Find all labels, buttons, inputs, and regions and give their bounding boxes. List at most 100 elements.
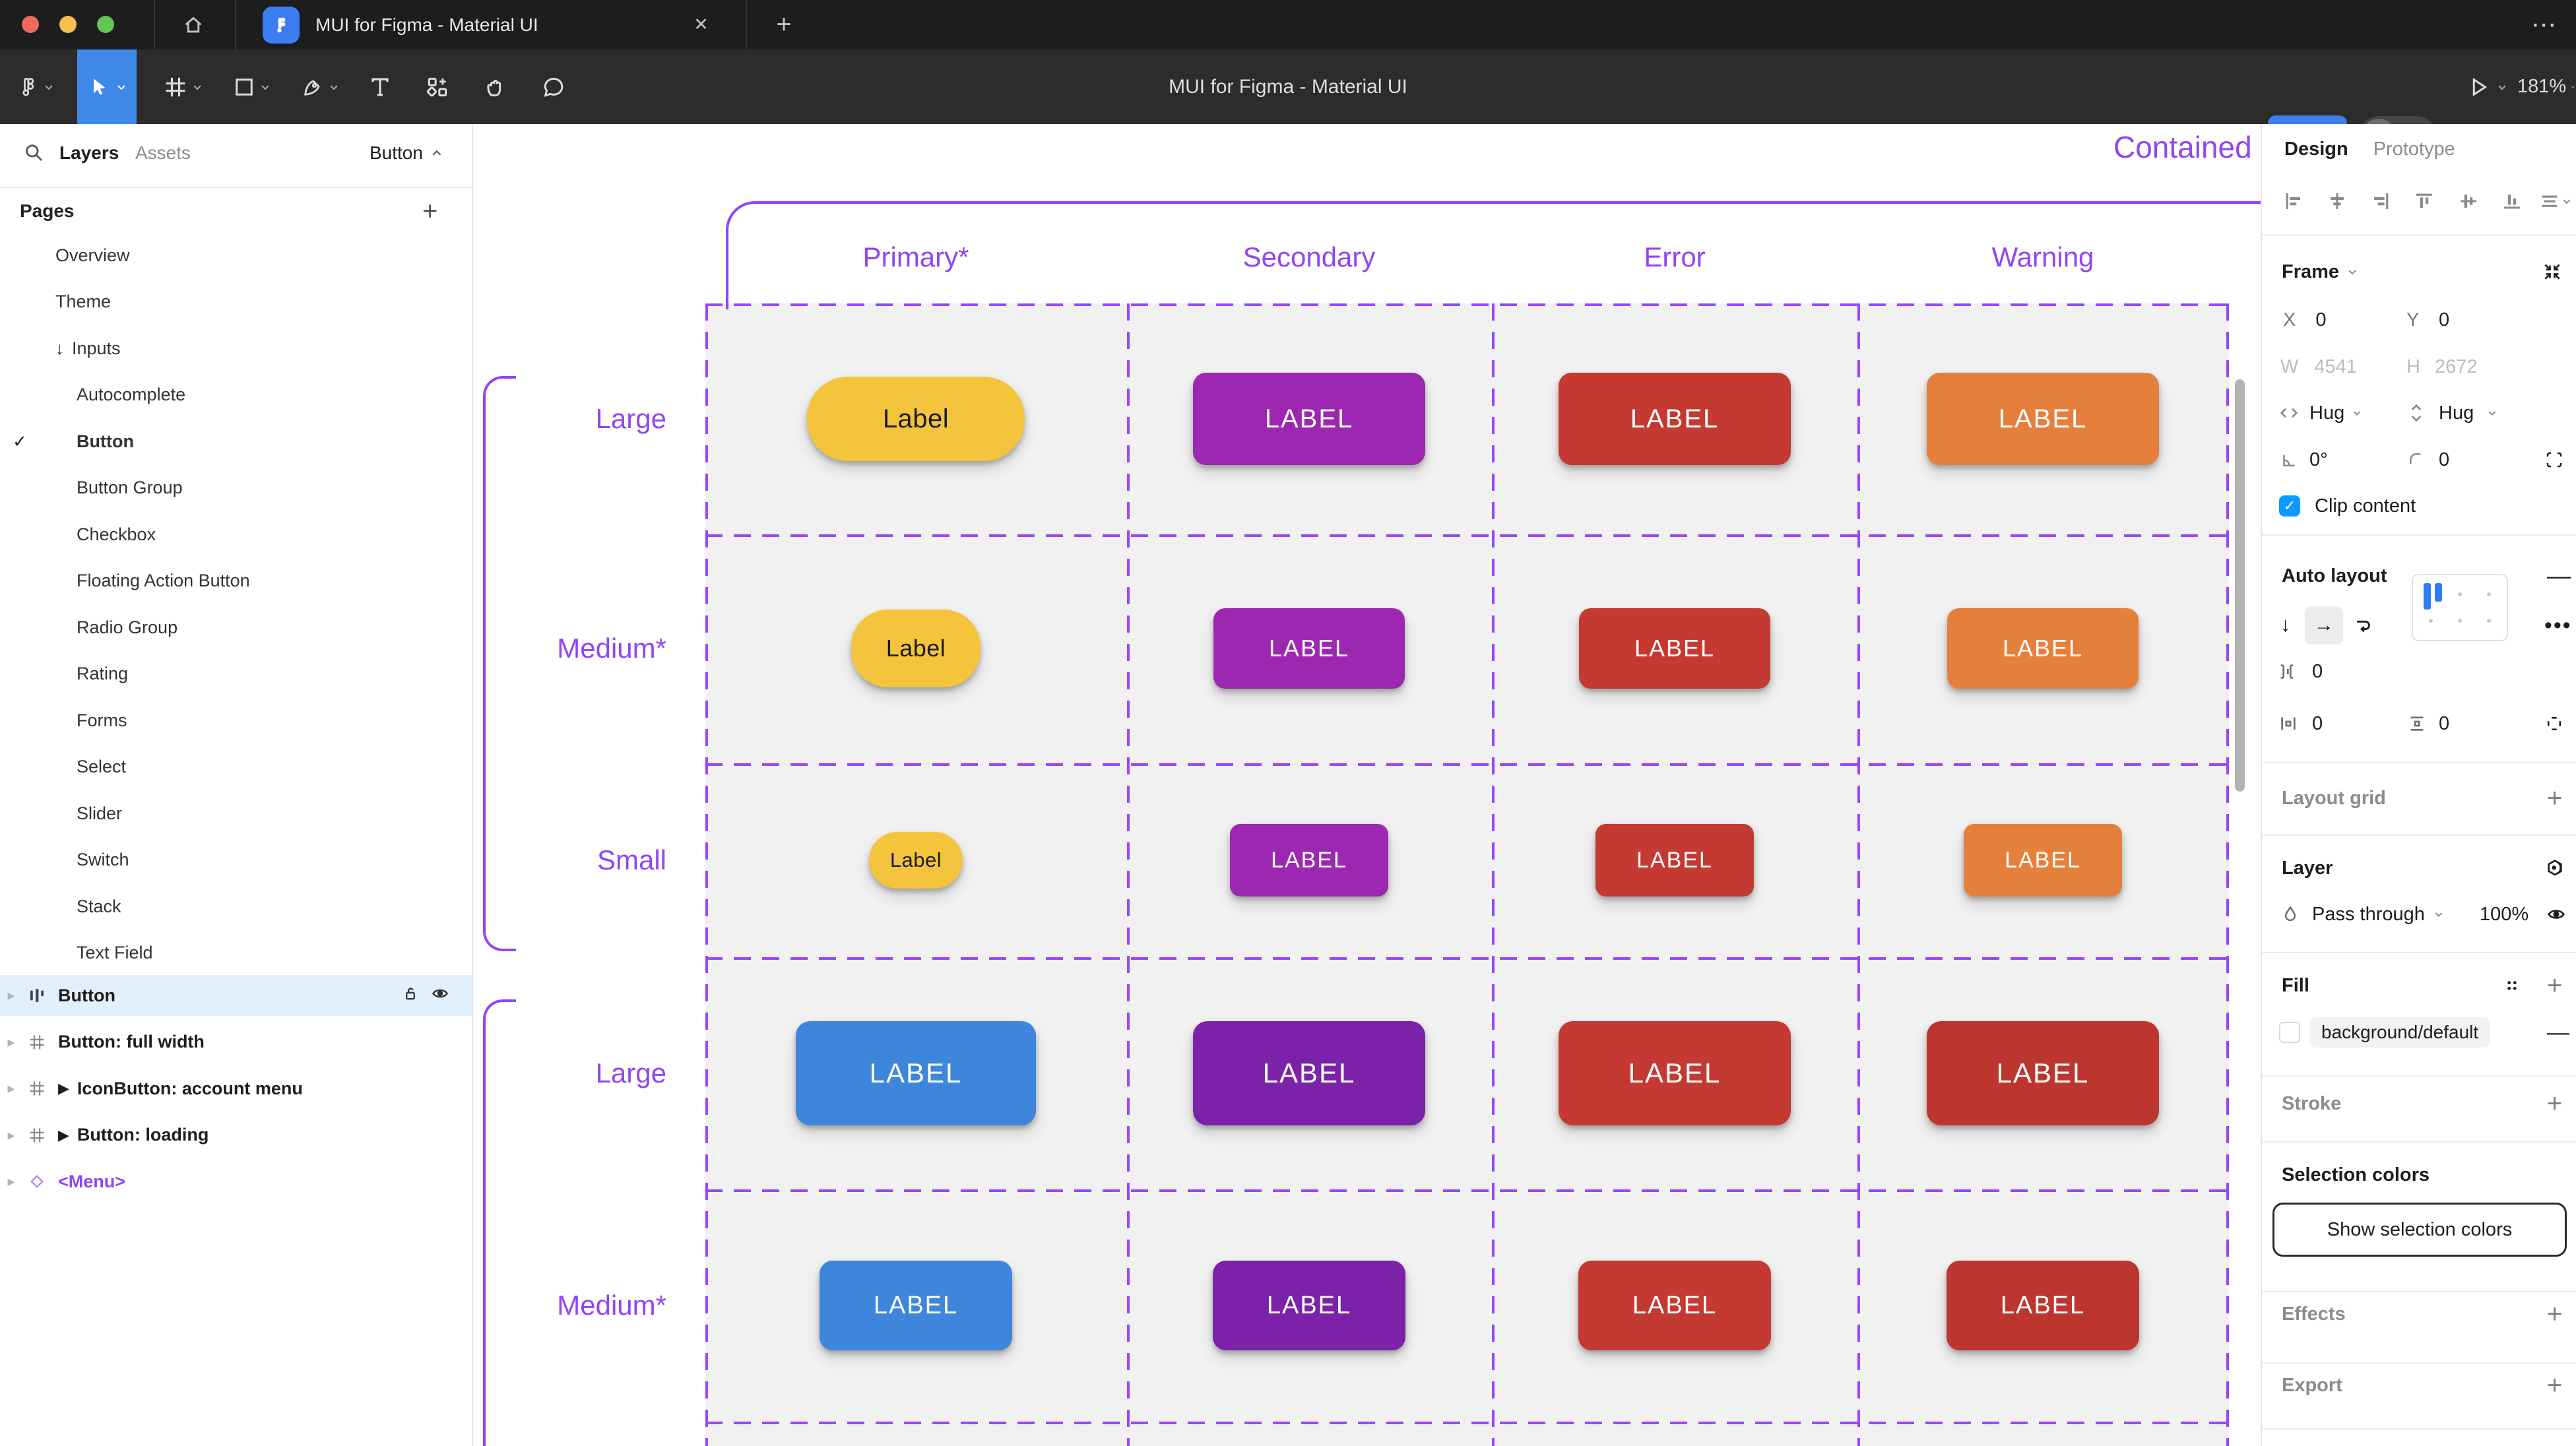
minimize-window-button[interactable]	[59, 16, 77, 33]
align-vertical-center-icon[interactable]	[2447, 190, 2490, 212]
shape-tool[interactable]	[226, 49, 278, 124]
canvas-button-medium-primary[interactable]: Label	[851, 610, 981, 687]
layout-down-icon[interactable]: ↓	[2280, 614, 2290, 637]
canvas-button-large-error[interactable]: LABEL	[1559, 373, 1791, 465]
chevron-down-icon[interactable]	[2346, 265, 2359, 278]
tab-design[interactable]: Design	[2284, 139, 2348, 160]
independent-padding-icon[interactable]	[2544, 714, 2564, 734]
page-selector[interactable]: Button	[370, 142, 444, 164]
tab-layers[interactable]: Layers	[59, 142, 119, 164]
disclosure-caret-icon[interactable]: ▸	[0, 987, 22, 1004]
frame-tool[interactable]	[157, 49, 210, 124]
comment-tool[interactable]	[534, 49, 573, 124]
eye-icon[interactable]	[430, 984, 450, 1008]
canvas-button-large-error[interactable]: LABEL	[1559, 1021, 1791, 1125]
canvas-button-small-secondary[interactable]: LABEL	[1230, 824, 1388, 896]
add-stroke-icon[interactable]: +	[2547, 1089, 2562, 1119]
gap-value[interactable]: 0	[2312, 661, 2323, 683]
column-header-error[interactable]: Error	[1644, 241, 1705, 273]
rotation-value[interactable]: 0°	[2309, 449, 2328, 471]
add-export-icon[interactable]: +	[2547, 1371, 2562, 1400]
align-right-icon[interactable]	[2359, 190, 2402, 212]
row-label-1[interactable]: Medium*	[557, 633, 666, 664]
sidebar-page-radio-group[interactable]: Radio Group	[0, 609, 472, 646]
chevron-down-icon[interactable]	[2351, 407, 2363, 419]
remove-fill-icon[interactable]: —	[2547, 1020, 2569, 1046]
canvas-button-medium-error[interactable]: LABEL	[1579, 608, 1770, 689]
x-value[interactable]: 0	[2315, 309, 2326, 331]
hand-tool[interactable]	[476, 49, 515, 124]
layout-wrap-icon[interactable]	[2352, 614, 2375, 637]
sidebar-page-autocomplete[interactable]: Autocomplete	[0, 377, 472, 414]
disclosure-caret-icon[interactable]: ▸	[0, 1080, 22, 1097]
canvas-button-large-warning[interactable]: LABEL	[1927, 1021, 2159, 1125]
sidebar-page-select[interactable]: Select	[0, 749, 472, 786]
chevron-down-icon[interactable]	[2486, 407, 2498, 419]
align-bottom-icon[interactable]	[2490, 190, 2534, 212]
opacity-value[interactable]: 100%	[2480, 904, 2528, 926]
disclosure-caret-icon[interactable]: ▸	[0, 1173, 22, 1190]
fill-styles-icon[interactable]	[2503, 977, 2521, 994]
canvas-button-large-primary[interactable]: Label	[807, 377, 1025, 461]
canvas-button-small-warning[interactable]: LABEL	[1964, 824, 2122, 896]
canvas-button-large-secondary[interactable]: LABEL	[1193, 1021, 1425, 1125]
home-icon[interactable]	[177, 0, 210, 49]
disclosure-caret-icon[interactable]: ▸	[0, 1034, 22, 1051]
canvas-button-medium-primary[interactable]: LABEL	[820, 1261, 1012, 1350]
window-menu-icon[interactable]: ⋯	[2522, 0, 2565, 49]
collapse-arrow-icon[interactable]: ↓	[55, 338, 64, 359]
clip-content-checkbox[interactable]: ✓	[2279, 495, 2300, 517]
sidebar-page-text-field[interactable]: Text Field	[0, 935, 472, 972]
align-left-icon[interactable]	[2272, 190, 2315, 212]
resources-tool[interactable]	[418, 49, 457, 124]
row-label-3[interactable]: Large	[596, 1057, 666, 1089]
add-effect-icon[interactable]: +	[2547, 1300, 2562, 1329]
hug-vertical-value[interactable]: Hug	[2439, 402, 2474, 424]
browser-tab-title[interactable]: MUI for Figma - Material UI	[315, 0, 538, 49]
auto-layout-more-icon[interactable]: •••	[2544, 613, 2572, 639]
row-label-4[interactable]: Medium*	[557, 1290, 666, 1321]
column-header-primary[interactable]: Primary*	[862, 241, 969, 273]
layout-right-icon[interactable]: →	[2305, 606, 2343, 644]
frame-section-title[interactable]: Frame	[2282, 261, 2339, 283]
tab-assets[interactable]: Assets	[135, 142, 191, 164]
layer-row-button-selected[interactable]: ▸Button	[0, 975, 472, 1016]
layer-row-2[interactable]: ▸▶IconButton: account menu	[0, 1068, 472, 1109]
canvas-button-large-warning[interactable]: LABEL	[1927, 373, 2159, 465]
w-value[interactable]: 4541	[2314, 356, 2357, 378]
canvas-button-medium-error[interactable]: LABEL	[1578, 1261, 1771, 1350]
y-value[interactable]: 0	[2439, 309, 2449, 331]
search-icon[interactable]	[22, 141, 45, 167]
column-header-secondary[interactable]: Secondary	[1243, 241, 1376, 273]
horizontal-padding-value[interactable]: 0	[2312, 713, 2323, 735]
move-tool-button[interactable]	[77, 49, 137, 124]
canvas-scrollbar[interactable]	[2235, 379, 2245, 792]
vertical-padding-value[interactable]: 0	[2439, 713, 2449, 735]
canvas-button-large-secondary[interactable]: LABEL	[1193, 373, 1425, 465]
show-selection-colors-button[interactable]: Show selection colors	[2272, 1203, 2567, 1257]
align-top-icon[interactable]	[2402, 190, 2446, 212]
blend-mode-icon[interactable]	[2544, 858, 2565, 879]
sidebar-page-theme[interactable]: Theme	[0, 284, 472, 321]
sidebar-page-checkbox[interactable]: Checkbox	[0, 516, 472, 553]
canvas-button-medium-secondary[interactable]: LABEL	[1213, 1261, 1405, 1350]
independent-corners-icon[interactable]	[2544, 450, 2564, 470]
align-horizontal-center-icon[interactable]	[2315, 190, 2359, 212]
chevron-down-icon[interactable]	[2433, 908, 2445, 920]
add-page-button[interactable]: +	[422, 197, 437, 226]
sidebar-page-overview[interactable]: Overview	[0, 237, 472, 274]
fill-token-chip[interactable]: background/default	[2309, 1017, 2490, 1048]
new-tab-button[interactable]: +	[764, 0, 804, 49]
collapse-icon[interactable]	[2542, 261, 2563, 282]
add-fill-icon[interactable]: +	[2547, 971, 2562, 1001]
figma-main-menu[interactable]	[15, 49, 57, 124]
close-tab-icon[interactable]: ✕	[683, 0, 719, 49]
tab-prototype[interactable]: Prototype	[2373, 139, 2455, 160]
text-tool[interactable]	[362, 49, 399, 124]
sidebar-page-inputs[interactable]: ↓Inputs	[0, 330, 472, 367]
row-label-2[interactable]: Small	[597, 844, 666, 876]
remove-auto-layout-icon[interactable]: —	[2547, 562, 2571, 590]
distribute-icon[interactable]	[2534, 190, 2576, 212]
sidebar-page-stack[interactable]: Stack	[0, 888, 472, 925]
sidebar-page-forms[interactable]: Forms	[0, 702, 472, 739]
